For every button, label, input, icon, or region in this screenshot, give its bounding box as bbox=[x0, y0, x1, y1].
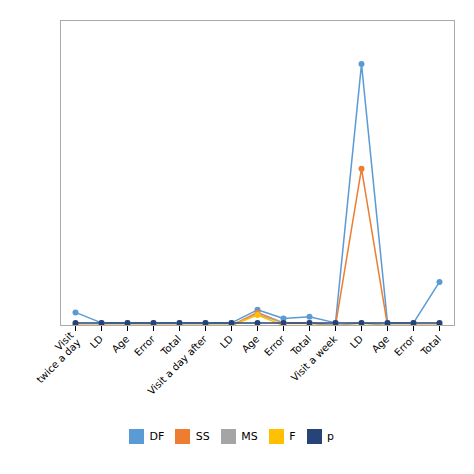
html-text:DF: DF bbox=[149, 430, 165, 443]
svg-text:Total: Total bbox=[288, 333, 314, 358]
html-text:SS: SS bbox=[195, 430, 210, 443]
svg-text:Error: Error bbox=[392, 333, 418, 359]
svg-text:Error: Error bbox=[132, 333, 158, 359]
svg-text:Visit a day after: Visit a day after bbox=[146, 333, 210, 397]
svg-text:LD: LD bbox=[218, 333, 235, 350]
html-text:p: p bbox=[327, 430, 334, 443]
svg-text:Age: Age bbox=[110, 333, 131, 354]
svg-text:LD: LD bbox=[348, 333, 365, 350]
svg-text:Age: Age bbox=[240, 333, 261, 354]
svg-text:Age: Age bbox=[370, 333, 391, 354]
svg-text:Visit a week: Visit a week bbox=[289, 333, 339, 383]
svg-text:Visittwice a day: Visittwice a day bbox=[27, 330, 83, 386]
svg-text:Error: Error bbox=[262, 333, 288, 359]
html-text:MS: MS bbox=[241, 430, 258, 443]
svg-text:Total: Total bbox=[418, 333, 443, 358]
svg-text:Total: Total bbox=[158, 333, 184, 358]
html-text:F: F bbox=[289, 430, 296, 443]
svg-text:LD: LD bbox=[88, 333, 105, 350]
